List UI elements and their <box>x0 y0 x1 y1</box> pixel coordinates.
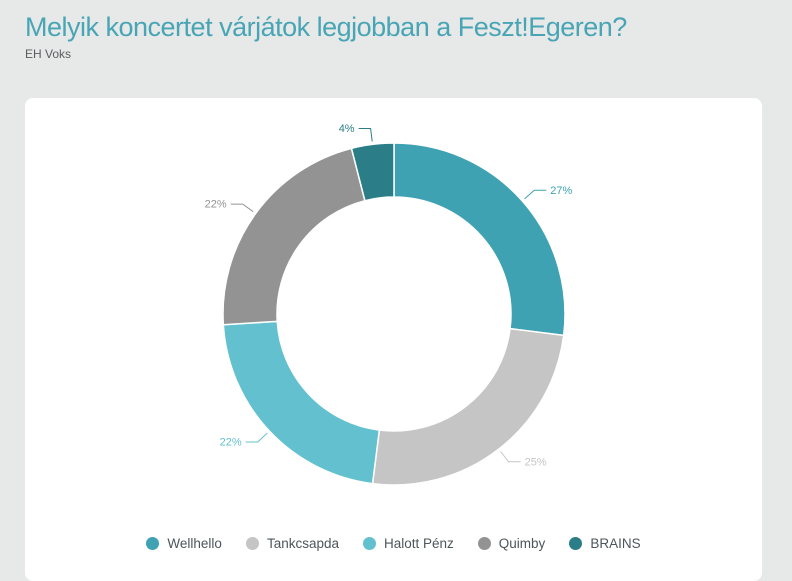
legend-dot-wellhello <box>146 537 160 550</box>
donut-segment-halott-penz[interactable] <box>222 320 381 485</box>
label-connector-brains <box>358 128 373 142</box>
data-label-halott-penz: 22% <box>220 437 242 449</box>
chart-legend: Wellhello Tankcsapda Halott Pénz Quimby BRAI… <box>25 536 762 551</box>
data-label-quimby: 22% <box>205 199 227 211</box>
data-label-brains: 4% <box>339 123 355 135</box>
data-label-tankcsapda: 25% <box>525 456 547 468</box>
legend-label-wellhello: Wellhello <box>167 536 222 551</box>
page-subtitle: EH Voks <box>25 47 72 61</box>
donut-segment-brains[interactable] <box>350 142 395 202</box>
label-connector-tankcsapda <box>500 451 521 463</box>
label-connector-halott-penz <box>245 432 268 443</box>
label-connector-quimby <box>230 203 254 213</box>
legend-item-halott-penz[interactable]: Halott Pénz <box>363 536 454 551</box>
label-connector-wellhello <box>524 189 547 200</box>
donut-segment-wellhello[interactable] <box>393 142 566 337</box>
legend-label-brains: BRAINS <box>590 536 641 551</box>
legend-label-quimby: Quimby <box>498 536 546 551</box>
legend-dot-halott-penz <box>363 537 376 550</box>
legend-item-tankcsapda[interactable]: Tankcsapda <box>245 536 339 551</box>
legend-item-quimby[interactable]: Quimby <box>477 536 546 551</box>
legend-label-halott-penz: Halott Pénz <box>384 536 454 551</box>
page-header: Melyik koncertet várjátok legjobban a Fe… <box>25 12 627 61</box>
page-title: Melyik koncertet várjátok legjobban a Fe… <box>25 12 627 42</box>
legend-label-tankcsapda: Tankcsapda <box>266 536 339 551</box>
data-label-wellhello: 27% <box>550 185 572 197</box>
legend-dot-tankcsapda <box>245 537 259 550</box>
legend-item-wellhello[interactable]: Wellhello <box>146 536 222 551</box>
chart-card: 27% 25% 22% 22% 4% Wellhello Tankcsapda Halott… <box>25 98 762 581</box>
legend-dot-quimby <box>477 537 491 550</box>
legend-item-brains[interactable]: BRAINS <box>569 536 641 551</box>
legend-dot-brains <box>569 537 583 550</box>
donut-chart: 27% 25% 22% 22% 4% <box>205 123 573 486</box>
donut-segment-quimby[interactable] <box>222 147 366 326</box>
